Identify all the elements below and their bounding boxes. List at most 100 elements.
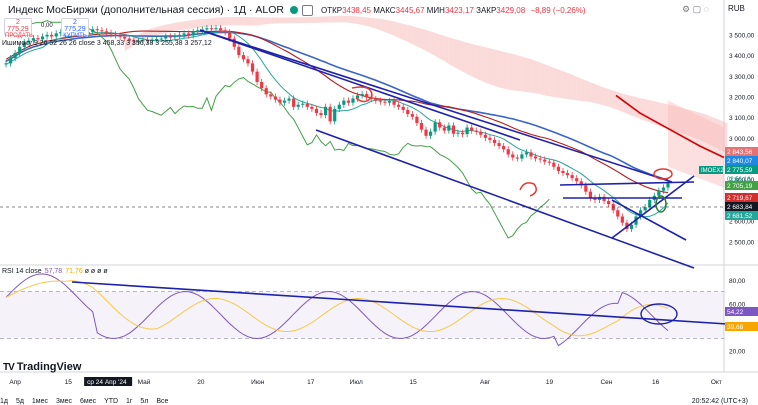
range-1m[interactable]: 1мес bbox=[31, 398, 48, 405]
ichimoku-cloud-segment bbox=[243, 16, 248, 26]
ichimoku-cloud-segment bbox=[220, 17, 226, 26]
time-tick-label: 19 bbox=[546, 379, 554, 386]
ichimoku-cloud-segment bbox=[558, 69, 563, 99]
ichimoku-cloud-segment bbox=[266, 17, 271, 25]
candle-body bbox=[182, 33, 186, 35]
ichimoku-cloud-segment bbox=[375, 18, 381, 31]
ichimoku-cloud-segment bbox=[713, 117, 719, 149]
ichimoku-cloud-segment bbox=[681, 107, 687, 135]
ichimoku-cloud-segment bbox=[453, 38, 458, 70]
range-5y[interactable]: 5л bbox=[140, 398, 149, 405]
ichimoku-cloud-segment bbox=[668, 104, 673, 131]
candle-body bbox=[383, 101, 387, 103]
candle-body bbox=[150, 39, 154, 41]
price-axis-tag-label: 2 775,59 bbox=[727, 167, 753, 174]
ichimoku-cloud-segment bbox=[485, 47, 490, 85]
candle-body bbox=[543, 159, 547, 162]
rsi-legend[interactable]: RSI 14 close 57,78 71,76 ø ø ø ø bbox=[2, 268, 108, 275]
time-tick-label: Май bbox=[138, 378, 151, 386]
candle-body bbox=[127, 38, 131, 41]
ichimoku-cloud-segment bbox=[188, 20, 194, 30]
ichimoku-cloud-segment bbox=[161, 24, 166, 35]
ichimoku-cloud-segment bbox=[636, 97, 641, 120]
ichimoku-cloud-segment bbox=[421, 28, 427, 51]
ichimoku-cloud-segment bbox=[142, 30, 148, 41]
tradingview-logo[interactable]: TV TradingView bbox=[3, 361, 82, 373]
range-1d[interactable]: 1д bbox=[0, 398, 8, 405]
chart-header: Индекс МосБиржи (дополнительная сессия) … bbox=[0, 3, 586, 17]
candle-body bbox=[538, 158, 542, 160]
candle-body bbox=[419, 122, 424, 130]
candle-body bbox=[27, 40, 31, 43]
ichimoku-cloud-segment bbox=[165, 23, 171, 33]
ichimoku-cloud-segment bbox=[238, 16, 244, 26]
crosshair-date-bg bbox=[84, 377, 133, 386]
candle-body bbox=[620, 216, 624, 223]
currency-label[interactable]: RUB bbox=[728, 4, 745, 13]
ichimoku-cloud-segment bbox=[193, 19, 198, 29]
range-1y[interactable]: 1г bbox=[126, 398, 133, 405]
candle-body bbox=[451, 125, 456, 134]
range-5d[interactable]: 5д bbox=[15, 398, 24, 405]
rsi-tick-label: 80,00 bbox=[729, 278, 746, 285]
candle-body bbox=[355, 95, 360, 99]
candle-body bbox=[520, 154, 524, 159]
ichimoku-cloud-segment bbox=[663, 103, 668, 130]
time-tick-label: 15 bbox=[409, 379, 417, 386]
rsi-axis-tag-label: 39,68 bbox=[727, 324, 744, 331]
price-axis-tag bbox=[725, 193, 758, 202]
range-ytd[interactable]: YTD bbox=[104, 398, 119, 405]
ichimoku-cloud-segment bbox=[640, 98, 646, 121]
ichimoku-cloud-segment bbox=[699, 112, 705, 143]
candle-body bbox=[132, 40, 136, 42]
rsi-ma-line bbox=[5, 280, 669, 337]
ichimoku-cloud-segment bbox=[412, 26, 417, 47]
ichimoku-cloud-segment bbox=[471, 43, 477, 79]
market-status-icon bbox=[289, 6, 298, 14]
candle-body bbox=[588, 191, 592, 198]
annotation-circle bbox=[351, 86, 373, 103]
time-tick-label: 17 bbox=[307, 379, 315, 386]
candle-body bbox=[506, 149, 510, 155]
settings-icons[interactable]: ⚙ ▢ ◌ bbox=[682, 4, 709, 14]
ichimoku-legend[interactable]: Ишимоку 9 26 52 26 26 close 3 458,33 3 3… bbox=[2, 40, 212, 47]
candle-body bbox=[187, 33, 191, 36]
candle-body bbox=[328, 106, 332, 122]
range-6m[interactable]: 6мес bbox=[80, 398, 97, 405]
ichimoku-cloud-segment bbox=[608, 88, 614, 109]
symbol-title[interactable]: Индекс МосБиржи (дополнительная сессия) … bbox=[8, 4, 284, 16]
candle-body bbox=[474, 130, 478, 132]
ichimoku-cloud-segment bbox=[202, 18, 207, 28]
range-all[interactable]: Все bbox=[156, 398, 169, 405]
candle-body bbox=[424, 129, 428, 136]
eye-icon[interactable] bbox=[301, 4, 313, 16]
candle-body bbox=[91, 29, 95, 32]
candle-body bbox=[123, 36, 127, 39]
ichimoku-cloud-segment bbox=[704, 114, 710, 145]
spread-value: 0,00 bbox=[41, 23, 53, 29]
sell-button[interactable]: 2 775,29 ПРОДАТЬ bbox=[4, 18, 33, 39]
range-3m[interactable]: 3мес bbox=[55, 398, 73, 405]
candle-body bbox=[552, 162, 556, 167]
candle-body bbox=[282, 100, 287, 103]
candle-body bbox=[333, 108, 337, 122]
buy-button[interactable]: 2 775,29 КУПИТЬ bbox=[61, 18, 89, 39]
ichimoku-cloud-segment bbox=[156, 25, 162, 36]
ichimoku-cloud-segment bbox=[234, 16, 239, 26]
candle-body bbox=[643, 207, 647, 211]
ichimoku-cloud-segment bbox=[604, 87, 609, 107]
ichimoku-cloud-segment bbox=[531, 59, 536, 94]
bottom-range-bar: 1д 5д 1мес 3мес 6мес YTD 1г 5л Все 20:52… bbox=[0, 398, 758, 405]
candle-body bbox=[524, 152, 529, 155]
ichimoku-cloud-segment bbox=[289, 17, 294, 24]
ichimoku-cloud-segment bbox=[357, 16, 363, 25]
candle-body bbox=[54, 33, 58, 37]
candle-body bbox=[40, 36, 45, 40]
ichimoku-cloud-segment bbox=[435, 32, 440, 59]
candle-body bbox=[232, 38, 236, 47]
ichimoku-cloud-segment bbox=[225, 17, 230, 26]
candle-body bbox=[269, 94, 273, 97]
candle-body bbox=[241, 55, 246, 60]
price-tick-label: 3 400,00 bbox=[729, 53, 755, 60]
